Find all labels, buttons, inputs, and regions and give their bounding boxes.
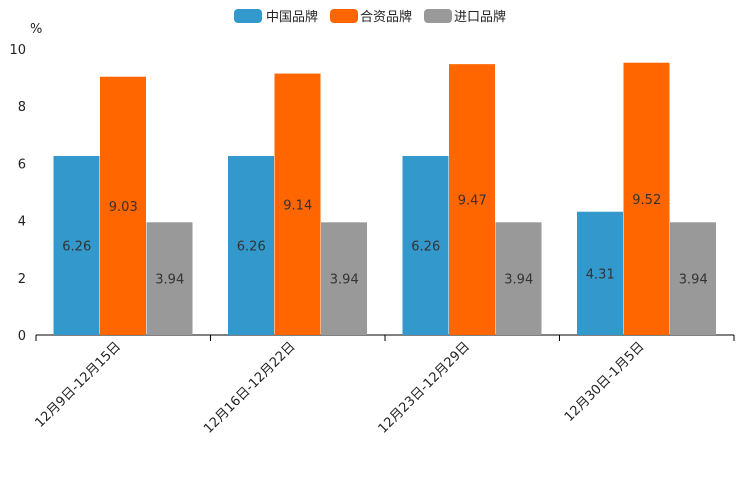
legend: 中国品牌 合资品牌 进口品牌	[234, 9, 506, 25]
y-tick-label: 4	[18, 215, 26, 230]
data-label: 9.14	[283, 198, 312, 213]
bar	[449, 64, 495, 336]
legend-label[interactable]: 中国品牌	[266, 9, 318, 25]
bar	[402, 155, 449, 335]
legend-label[interactable]: 合资品牌	[360, 9, 412, 25]
data-label: 6.26	[411, 239, 440, 254]
bar	[274, 73, 321, 335]
y-tick-label: 0	[18, 329, 26, 344]
data-label: 3.94	[679, 273, 708, 288]
data-label: 6.26	[237, 239, 266, 254]
bar	[577, 211, 623, 335]
data-label: 9.03	[109, 200, 138, 215]
y-tick-label: 10	[9, 43, 26, 58]
data-label: 3.94	[330, 273, 359, 288]
y-axis-unit: %	[30, 22, 42, 37]
data-label: 9.52	[632, 193, 661, 208]
x-category-label: 12月16日-12月22日	[201, 339, 298, 436]
bar	[670, 222, 716, 335]
legend-swatch[interactable]	[424, 9, 452, 23]
legend-label[interactable]: 进口品牌	[454, 9, 506, 25]
data-label: 3.94	[504, 273, 533, 288]
bar	[228, 155, 274, 335]
data-label: 6.26	[62, 239, 91, 254]
x-category-label: 12月9日-12月15日	[32, 339, 124, 431]
bar	[53, 155, 100, 335]
y-tick-label: 8	[18, 100, 26, 115]
y-tick-label: 2	[18, 272, 26, 287]
x-category-label: 12月30日-1月5日	[562, 339, 648, 425]
bar	[146, 222, 193, 335]
bar	[321, 222, 367, 335]
legend-swatch[interactable]	[234, 9, 262, 23]
bar	[100, 76, 146, 335]
legend-swatch[interactable]	[330, 9, 358, 23]
bars: 6.26 9.03 3.94 6.26 9.14 3.94 6.26 9.47 3.94 4.31…	[53, 62, 716, 336]
data-label: 4.31	[586, 267, 615, 282]
bar	[495, 222, 542, 335]
data-label: 3.94	[155, 273, 184, 288]
bar	[623, 62, 670, 336]
y-tick-label: 6	[18, 157, 26, 172]
x-axis: 12月9日-12月15日 12月16日-12月22日 12月23日-12月29日 12…	[32, 335, 735, 437]
x-category-label: 12月23日-12月29日	[376, 339, 473, 436]
data-label: 9.47	[458, 194, 487, 209]
